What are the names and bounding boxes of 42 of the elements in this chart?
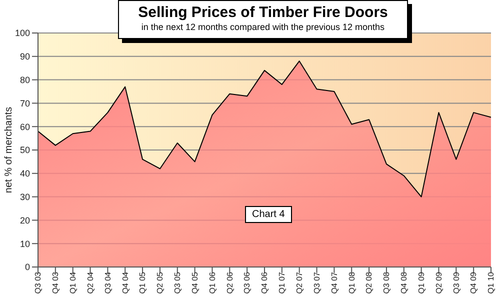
y-tick-label: 20: [20, 215, 30, 226]
x-tick-label: Q3 03: [34, 271, 43, 294]
x-tick-label: Q4 07: [330, 271, 339, 294]
x-tick-label: Q3 04: [103, 271, 112, 294]
y-tick-label: 60: [20, 122, 30, 132]
y-tick-label: 40: [20, 168, 30, 179]
y-axis-title: net % of merchants: [4, 106, 15, 194]
y-tick-label: 0: [24, 262, 30, 272]
x-tick-label: Q3 09: [452, 271, 461, 294]
x-tick-label: Q1 06: [208, 271, 217, 294]
x-tick-label: Q4 09: [469, 271, 478, 294]
x-tick-label: Q1 07: [278, 271, 287, 294]
x-tick-label: Q2 07: [295, 271, 304, 294]
x-tick-label: Q4 03: [51, 271, 60, 294]
x-tick-label: Q4 08: [400, 271, 409, 294]
x-tick-label: Q1 08: [347, 271, 356, 294]
chart-subtitle: in the next 12 months compared with the previous 12 months: [140, 22, 386, 32]
y-tick-label: 90: [20, 52, 30, 62]
x-tick-label: Q3 06: [242, 271, 252, 294]
annotation: Chart 4: [245, 206, 292, 223]
y-tick-label: 30: [20, 192, 30, 202]
y-tick-label: 10: [20, 238, 30, 249]
x-tick-label: Q2 05: [156, 271, 165, 294]
y-tick-label: 80: [20, 74, 30, 85]
x-tick-label: Q4 05: [190, 271, 200, 294]
x-tick-label: Q4 06: [260, 271, 270, 294]
x-tick-label: Q2 09: [434, 271, 444, 294]
x-tick-label: Q1 05: [138, 271, 148, 294]
y-tick-label: 100: [14, 28, 30, 38]
x-tick-label: Q1 04: [68, 271, 78, 294]
x-tick-label: Q3 08: [382, 271, 392, 294]
x-tick-label: Q2 04: [86, 271, 95, 294]
y-tick-label: 70: [20, 98, 30, 108]
x-tick-label: Q1 09: [416, 271, 426, 294]
y-tick-label: 50: [20, 145, 30, 156]
x-tick-label: Q1 10: [486, 271, 496, 294]
x-tick-label: Q4 04: [120, 271, 130, 294]
x-tick-label: Q3 07: [312, 271, 322, 294]
x-tick-label: Q2 08: [364, 271, 374, 294]
x-tick-label: Q2 06: [225, 271, 234, 294]
x-tick-label: Q3 05: [173, 271, 182, 294]
chart-title: Selling Prices of Timber Fire Doors: [137, 4, 389, 21]
